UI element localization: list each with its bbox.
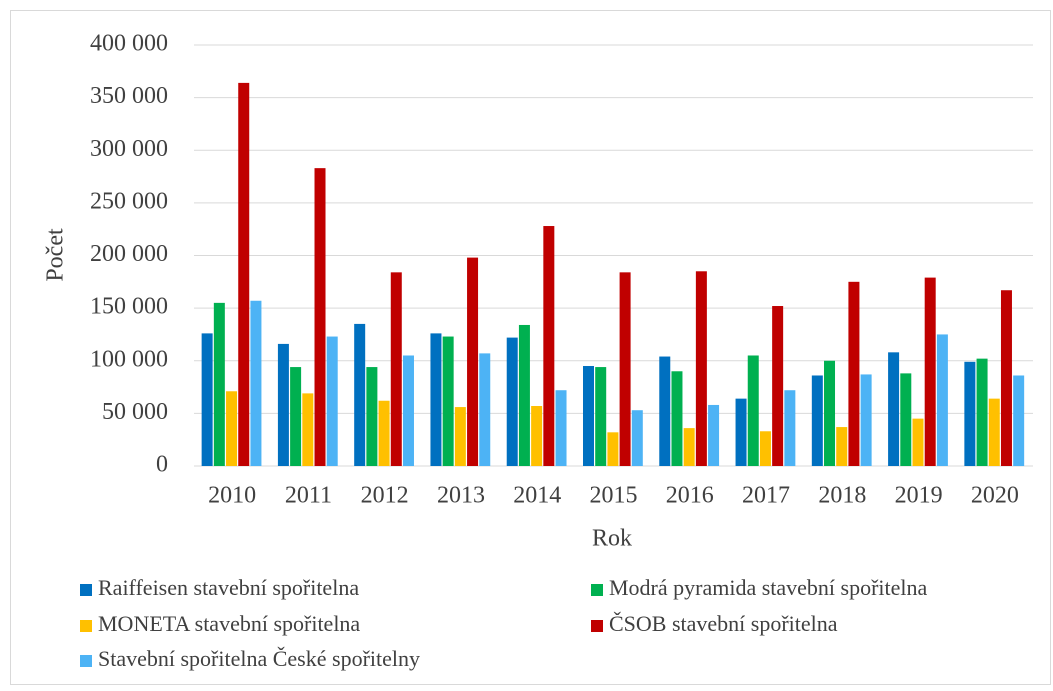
bar [531,406,543,466]
bar [924,277,936,466]
bar [619,272,631,466]
legend-label: MONETA stavební spořitelna [98,611,360,636]
y-tick-label: 300 000 [90,136,168,162]
x-tick-label: 2014 [513,483,561,509]
bar [936,334,948,466]
x-tick-label: 2020 [971,483,1019,509]
x-tick-label: 2019 [895,483,943,509]
legend-label: Stavební spořitelna České spořitelny [98,646,420,671]
bar [595,367,607,466]
y-tick-label: 50 000 [102,399,168,425]
bar [631,410,643,466]
bar [1013,375,1025,466]
x-axis-label: Rok [592,526,632,552]
bar [326,336,338,466]
bar [506,337,518,466]
bar [277,343,289,466]
bar [543,226,555,466]
y-tick-label: 100 000 [90,346,168,372]
y-tick-label: 350 000 [90,83,168,109]
bar [683,428,695,466]
bar [390,272,402,466]
x-tick-label: 2017 [742,483,790,509]
legend-swatch [591,584,603,596]
bar [836,427,848,466]
bar [430,333,442,466]
bar [479,353,491,466]
legend-label: Raiffeisen stavební spořitelna [98,575,359,600]
x-tick-label: 2016 [666,483,714,509]
y-tick-label: 400 000 [90,31,168,57]
y-tick-label: 200 000 [90,241,168,267]
bar [250,300,262,466]
bar [1000,290,1012,466]
bar [467,257,479,466]
bar [671,371,683,466]
legend-swatch [80,655,92,667]
bar [314,168,326,466]
bar [824,360,836,466]
bar [201,333,213,466]
bar [772,306,784,466]
bar [226,391,238,466]
bar [848,281,860,466]
y-axis-label: Počet [43,228,69,282]
bar [860,374,872,466]
bar [518,324,530,466]
bar [708,404,720,466]
bar [900,373,912,466]
bar [454,407,466,466]
legend-label: ČSOB stavební spořitelna [609,611,838,636]
chart-frame [10,10,1051,685]
x-tick-label: 2018 [818,483,866,509]
bar [442,336,454,466]
bar [354,323,366,466]
legend-swatch [80,620,92,632]
bar [659,356,671,466]
y-tick-label: 150 000 [90,294,168,320]
bar [213,302,225,466]
bar [964,361,976,466]
bar [811,375,823,466]
x-tick-label: 2011 [285,483,332,509]
bar [290,367,302,466]
x-tick-label: 2015 [590,483,638,509]
bar [555,390,567,466]
bar [747,355,759,466]
bar [402,355,414,466]
bar [302,393,314,466]
x-tick-label: 2012 [361,483,409,509]
bar [238,82,250,466]
x-tick-label: 2010 [208,483,256,509]
bar [735,398,747,466]
legend-label: Modrá pyramida stavební spořitelna [609,575,928,600]
bar [759,431,771,466]
y-tick-label: 0 [156,452,168,478]
x-tick-label: 2013 [437,483,485,509]
bar [583,366,594,466]
bar [378,400,390,466]
bar [366,367,378,466]
bar [695,271,707,466]
bar [976,358,988,466]
bar [607,432,619,466]
bar [888,352,900,466]
bar [912,418,924,466]
bar [784,390,796,466]
y-tick-label: 250 000 [90,188,168,214]
legend-swatch [80,584,92,596]
legend-swatch [591,620,603,632]
bar [988,398,1000,466]
